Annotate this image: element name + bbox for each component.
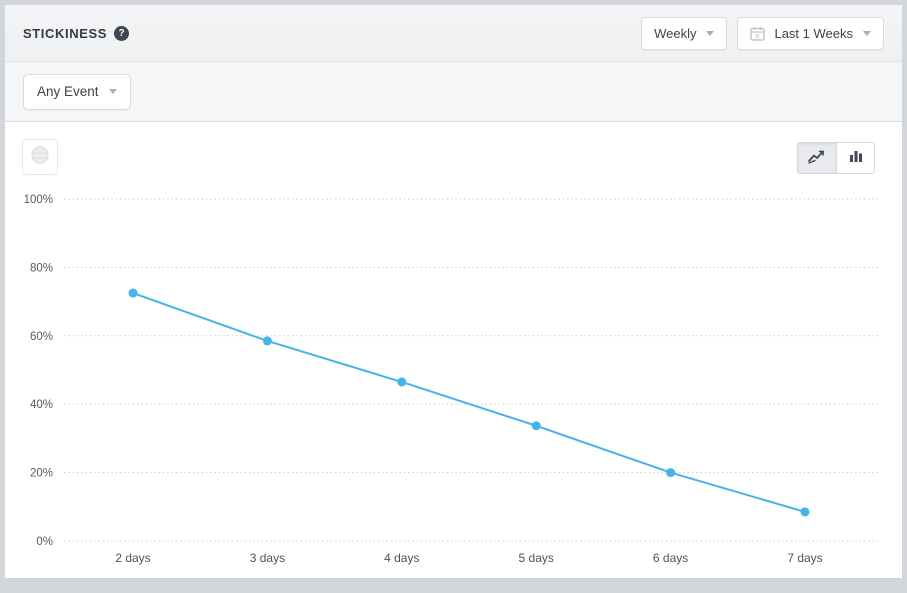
x-axis-tick-label: 6 days [653,551,688,565]
chevron-down-icon [108,89,117,94]
chart-type-toggle [797,142,875,174]
page-title: STICKINESS [23,25,108,41]
y-axis-tick-label: 40% [30,399,53,411]
date-range-dropdown[interactable]: Last 1 Weeks [737,16,884,50]
interval-dropdown[interactable]: Weekly [641,16,728,50]
data-point[interactable] [262,336,272,346]
y-axis-tick-label: 80% [30,262,53,274]
x-axis-tick-label: 5 days [519,551,554,565]
chevron-down-icon [863,30,871,36]
data-point[interactable] [128,288,138,298]
calendar-icon [750,26,766,41]
x-axis-tick-label: 7 days [787,551,822,565]
event-selector-value: Any Event [37,84,99,99]
segment-globe-button[interactable] [22,139,58,175]
data-point[interactable] [531,421,541,431]
stickiness-series-line [132,292,806,513]
y-axis-tick-label: 20% [30,468,53,480]
globe-icon [29,144,51,171]
x-axis-tick-label: 2 days [115,551,150,565]
x-axis-tick-label: 3 days [250,551,285,565]
bar-chart-icon [848,148,864,169]
data-point[interactable] [397,377,407,387]
data-point[interactable] [800,507,810,517]
chart-section: 0% 20% 40% 60% 80% 100% 2 days 3 days 4 days 5 da… [5,122,902,578]
x-axis-tick-label: 4 days [384,551,419,565]
stickiness-line-chart: 0% 20% 40% 60% 80% 100% 2 days 3 days 4 days 5 da… [24,194,878,565]
help-icon[interactable]: ? [114,25,130,41]
event-selector-dropdown[interactable]: Any Event [23,73,131,110]
card-header: STICKINESS ? Weekly Last 1 Weeks [5,5,902,62]
line-chart-icon [807,148,827,169]
interval-dropdown-value: Weekly [654,25,697,41]
date-range-dropdown-value: Last 1 Weeks [774,25,853,41]
stickiness-card: STICKINESS ? Weekly Last 1 Weeks [5,5,902,578]
bar-chart-toggle-button[interactable] [836,143,874,173]
y-axis-tick-label: 60% [30,331,53,343]
y-axis-tick-label: 0% [36,536,53,548]
line-chart-toggle-button[interactable] [798,143,836,173]
filter-row: Any Event [5,62,902,122]
data-point[interactable] [666,468,676,478]
y-axis-tick-label: 100% [24,194,53,206]
chevron-down-icon [706,30,715,36]
